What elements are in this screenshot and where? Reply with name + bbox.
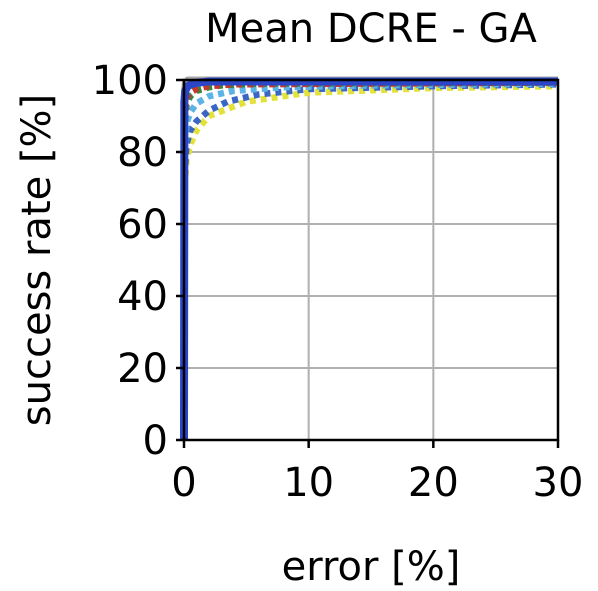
series-layer (180, 76, 559, 441)
y-tick-label: 20 (117, 346, 168, 392)
series-line-7 (180, 77, 558, 441)
x-tick-label: 10 (283, 460, 334, 506)
y-tick-label: 80 (117, 130, 168, 176)
x-axis-label: error [%] (282, 544, 461, 590)
ticks-layer: 0 10 20 30 0 20 40 60 80 100 (92, 58, 584, 506)
y-tick-label: 40 (117, 274, 168, 320)
y-axis-label: success rate [%] (14, 94, 60, 426)
series-line-5 (180, 79, 559, 441)
y-tick-label: 100 (92, 58, 168, 104)
x-tick-label: 30 (533, 460, 584, 506)
series-line-2 (180, 82, 559, 441)
chart-title: Mean DCRE - GA (205, 6, 537, 52)
x-tick-label: 20 (408, 460, 459, 506)
plot-frame (182, 78, 560, 442)
series-line-4 (180, 80, 559, 441)
x-tick-label: 0 (171, 460, 196, 506)
series-line-1 (180, 76, 558, 441)
y-tick-label: 60 (117, 202, 168, 248)
y-tick-label: 0 (143, 418, 168, 464)
grid-layer (183, 79, 559, 441)
axes-layer (182, 78, 560, 442)
series-line-3 (180, 81, 559, 441)
series-line-6 (180, 79, 559, 441)
